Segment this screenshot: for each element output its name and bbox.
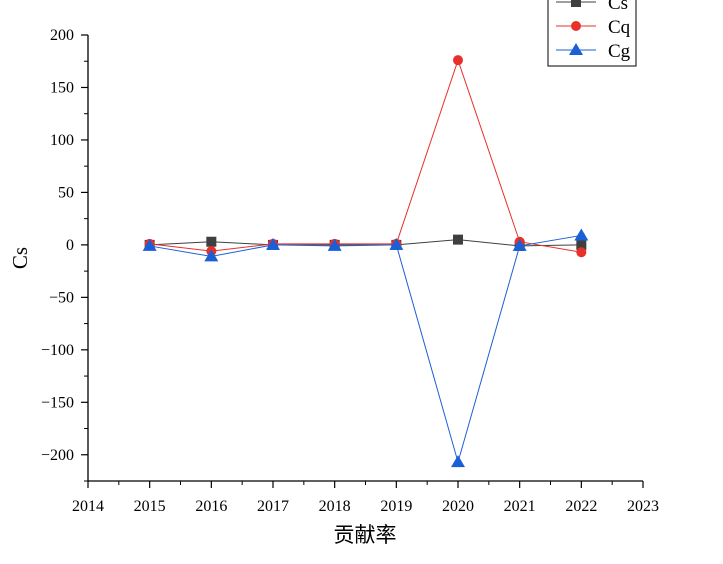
x-tick-label: 2015 xyxy=(134,498,166,515)
series-line-cq xyxy=(149,58,582,253)
x-tick-label: 2021 xyxy=(504,498,536,515)
y-tick-label: −150 xyxy=(41,394,74,411)
legend-marker-cq xyxy=(571,21,581,31)
data-point-cq xyxy=(453,55,463,66)
x-axis-title: 贡献率 xyxy=(334,523,397,547)
legend-label-cg: Cg xyxy=(608,41,631,62)
series-cq xyxy=(144,55,587,258)
x-tick-label: 2022 xyxy=(565,498,597,515)
data-point-cg xyxy=(204,249,219,262)
legend-marker-cg xyxy=(569,43,583,55)
legend-label-cq: Cq xyxy=(608,17,631,38)
data-point-cg xyxy=(327,238,342,251)
data-point-cs xyxy=(576,239,587,250)
y-tick-label: −50 xyxy=(49,289,74,306)
data-point-cs xyxy=(206,236,217,247)
y-tick-label: −200 xyxy=(41,447,74,464)
data-point-cs xyxy=(453,234,463,245)
series-layer xyxy=(142,55,589,468)
data-point-cg xyxy=(389,237,404,250)
legend-marker-cs xyxy=(571,0,581,7)
series-line-cg xyxy=(149,234,582,464)
x-tick-label: 2023 xyxy=(627,498,659,515)
y-tick-label: 150 xyxy=(50,79,74,96)
series-line-cs xyxy=(149,239,582,247)
axes: 2014 2015 2016 2017 2018 2019 2020 2021 2022 2023… xyxy=(41,27,659,515)
x-tick-label: 2020 xyxy=(442,498,474,515)
x-tick-label: 2016 xyxy=(195,498,227,515)
y-tick-label: 200 xyxy=(50,27,74,44)
x-tick-label: 2019 xyxy=(380,498,412,515)
data-point-cg xyxy=(574,228,589,241)
y-tick-label: 100 xyxy=(50,132,74,149)
data-point-cq xyxy=(576,247,587,258)
data-point-cg xyxy=(142,238,157,251)
x-tick-label: 2014 xyxy=(72,498,104,515)
x-tick-label: 2018 xyxy=(319,498,351,515)
y-tick-label: 0 xyxy=(66,237,74,254)
legend-item-cg: Cg xyxy=(556,41,631,62)
legend-box xyxy=(547,0,637,67)
y-tick-label: 50 xyxy=(58,184,74,201)
legend-item-cs: Cs xyxy=(556,0,628,14)
legend-item-cq: Cq xyxy=(556,17,631,38)
data-point-cg xyxy=(266,237,280,250)
series-cg xyxy=(142,228,589,468)
y-axis-title: Cs xyxy=(8,247,32,269)
data-point-cg xyxy=(512,238,527,251)
legend: Cs Cq Cg xyxy=(547,0,637,67)
legend-label-cs: Cs xyxy=(608,0,628,14)
data-point-cg xyxy=(451,455,465,468)
x-tick-label: 2017 xyxy=(257,498,289,515)
y-tick-label: −100 xyxy=(41,342,74,359)
